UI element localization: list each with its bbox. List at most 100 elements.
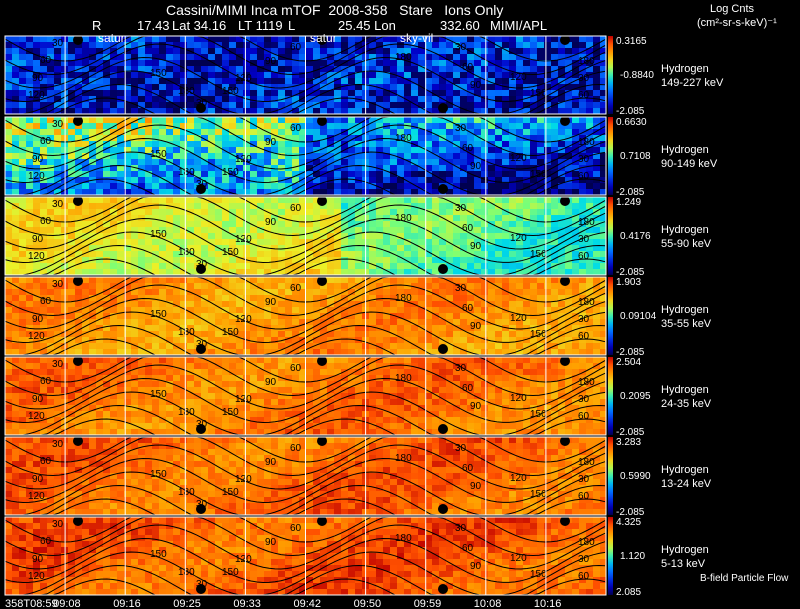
heatmap-cell <box>145 263 152 269</box>
heatmap-cell <box>572 369 579 375</box>
heatmap-cell <box>187 331 194 337</box>
colorbar-min: -2.085 <box>616 347 645 358</box>
heatmap-cell <box>278 203 285 209</box>
heatmap-cell <box>229 96 236 102</box>
heatmap-cell <box>460 123 467 129</box>
heatmap-cell <box>327 375 334 381</box>
heatmap-cell <box>411 123 418 129</box>
heatmap-cell <box>229 48 236 54</box>
heatmap-cell <box>166 375 173 381</box>
heatmap-cell <box>208 141 215 147</box>
heatmap-cell <box>551 171 558 177</box>
heatmap-cell <box>313 197 320 203</box>
heatmap-cell <box>292 42 299 48</box>
heatmap-cell <box>299 295 306 301</box>
heatmap-cell <box>600 289 606 295</box>
heatmap-cell <box>467 60 474 66</box>
heatmap-cell <box>523 189 530 195</box>
heatmap-cell <box>208 84 215 90</box>
heatmap-cell <box>19 159 26 165</box>
heatmap-cell <box>96 96 103 102</box>
heatmap-cell <box>488 189 495 195</box>
heatmap-cell <box>327 123 334 129</box>
heatmap-cell <box>509 289 516 295</box>
heatmap-cell <box>124 171 131 177</box>
heatmap-cell <box>19 189 26 195</box>
heatmap-cell <box>474 129 481 135</box>
heatmap-cell <box>54 96 61 102</box>
heatmap-cell <box>110 221 117 227</box>
heatmap-cell <box>201 283 208 289</box>
heatmap-cell <box>75 337 82 343</box>
heatmap-cell <box>481 96 488 102</box>
heatmap-cell <box>271 203 278 209</box>
heatmap-cell <box>474 189 481 195</box>
heatmap-cell <box>124 177 131 183</box>
heatmap-cell <box>194 295 201 301</box>
heatmap-cell <box>229 313 236 319</box>
heatmap-cell <box>222 60 229 66</box>
heatmap-cell <box>369 343 376 349</box>
heatmap-cell <box>215 369 222 375</box>
heatmap-cell <box>82 363 89 369</box>
heatmap-cell <box>152 171 159 177</box>
heatmap-cell <box>432 197 439 203</box>
heatmap-cell <box>40 141 47 147</box>
heatmap-cell <box>215 129 222 135</box>
heatmap-cell <box>96 189 103 195</box>
heatmap-cell <box>551 108 558 114</box>
heatmap-cell <box>355 263 362 269</box>
heatmap-cell <box>551 90 558 96</box>
heatmap-cell <box>257 221 264 227</box>
heatmap-cell <box>369 269 376 275</box>
heatmap-cell <box>446 84 453 90</box>
heatmap-cell <box>600 233 606 239</box>
heatmap-cell <box>397 289 404 295</box>
heatmap-cell <box>222 36 229 42</box>
heatmap-cell <box>194 165 201 171</box>
heatmap-cell <box>12 36 19 42</box>
heatmap-cell <box>369 78 376 84</box>
heatmap-cell <box>124 375 131 381</box>
heatmap-cell <box>509 147 516 153</box>
heatmap-cell <box>572 72 579 78</box>
heatmap-cell <box>537 221 544 227</box>
heatmap-cell <box>271 123 278 129</box>
heatmap-cell <box>117 369 124 375</box>
heatmap-cell <box>418 72 425 78</box>
heatmap-cell <box>292 117 299 123</box>
heatmap-cell <box>117 102 124 108</box>
heatmap-cell <box>306 42 313 48</box>
heatmap-cell <box>12 84 19 90</box>
heatmap-cell <box>320 42 327 48</box>
heatmap-cell <box>600 209 606 215</box>
heatmap-cell <box>530 177 537 183</box>
heatmap-cell <box>551 117 558 123</box>
heatmap-cell <box>117 325 124 331</box>
heatmap-cell <box>355 66 362 72</box>
heatmap-cell <box>138 42 145 48</box>
heatmap-cell <box>54 209 61 215</box>
heatmap-cell <box>376 251 383 257</box>
heatmap-cell <box>488 251 495 257</box>
heatmap-cell <box>68 159 75 165</box>
heatmap-cell <box>502 369 509 375</box>
contour-label: 60 <box>462 223 474 234</box>
heatmap-cell <box>180 277 187 283</box>
heatmap-cell <box>103 301 110 307</box>
heatmap-cell <box>348 108 355 114</box>
heatmap-cell <box>54 289 61 295</box>
heatmap-cell <box>390 66 397 72</box>
heatmap-cell <box>292 60 299 66</box>
heatmap-cell <box>600 203 606 209</box>
heatmap-cell <box>61 54 68 60</box>
heatmap-cell <box>159 325 166 331</box>
heatmap-cell <box>82 147 89 153</box>
heatmap-cell <box>271 66 278 72</box>
heatmap-cell <box>40 221 47 227</box>
heatmap-cell <box>12 313 19 319</box>
heatmap-cell <box>572 171 579 177</box>
heatmap-cell <box>502 239 509 245</box>
heatmap-cell <box>453 363 460 369</box>
heatmap-cell <box>40 319 47 325</box>
